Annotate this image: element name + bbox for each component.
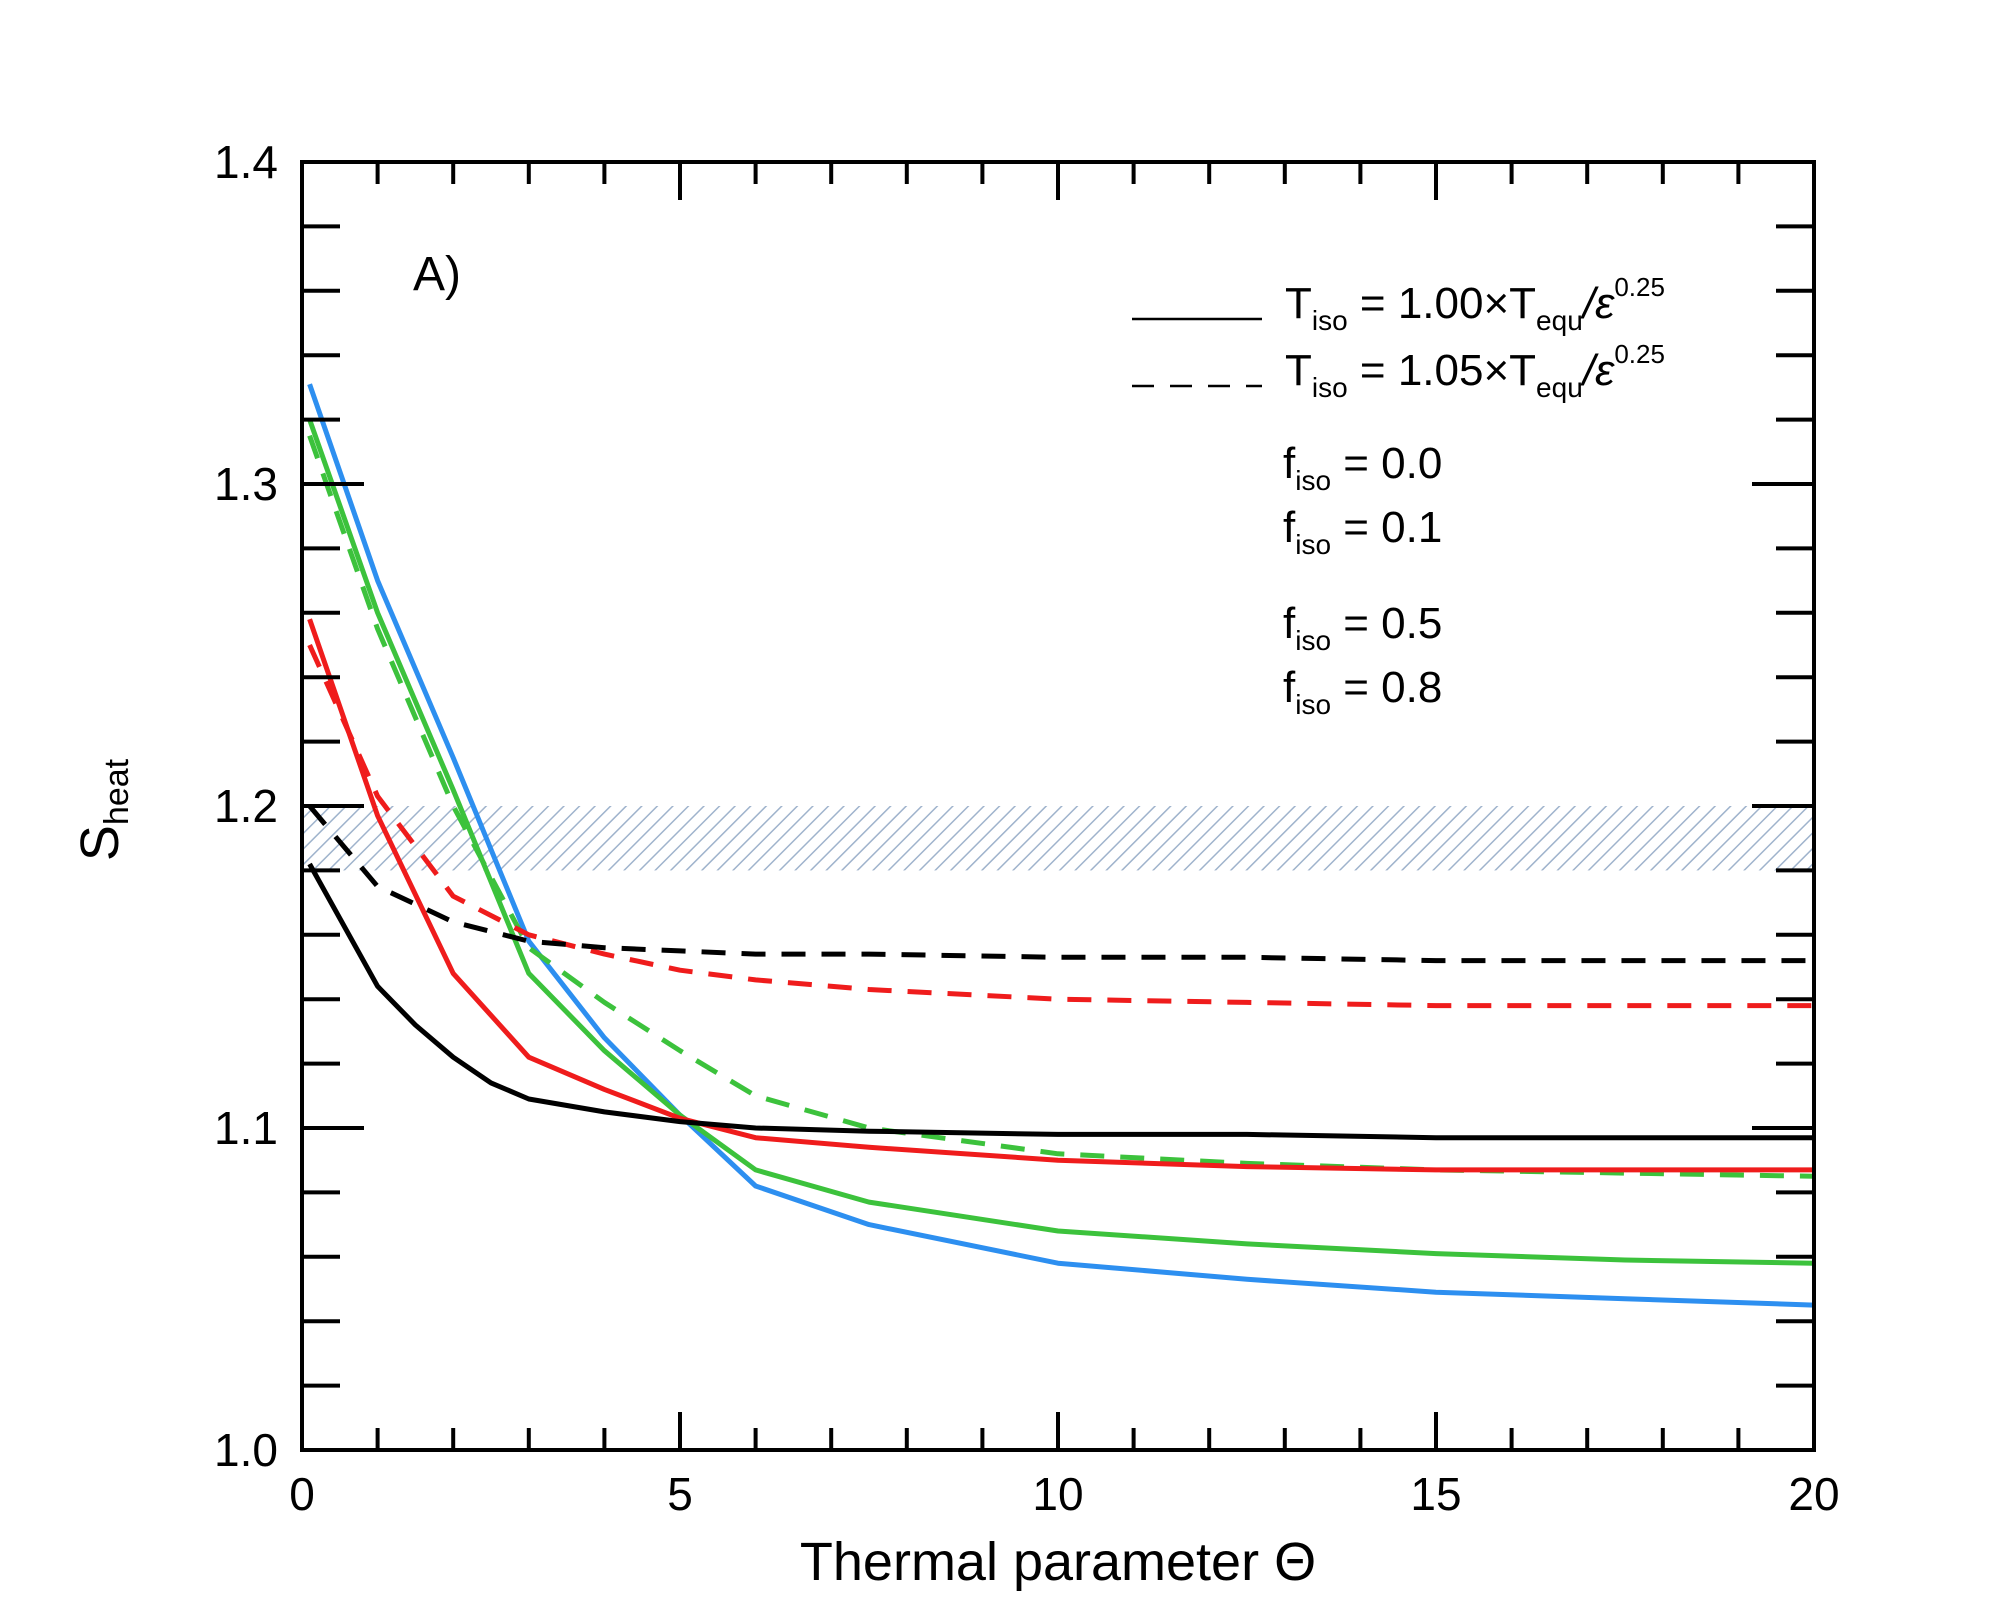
legend-fiso-3-f: f	[1283, 663, 1296, 712]
legend-solid-iso: iso	[1312, 305, 1348, 336]
legend-fiso-1-f: f	[1283, 503, 1296, 552]
legend-dashed-rest: = 1.05×T	[1348, 346, 1536, 395]
y-tick-label-2: 1.2	[214, 780, 278, 832]
tick-labels-layer: 0 5 10 15 20 1.0 1.1 1.2 1.3 1.4	[214, 136, 1840, 1520]
legend-solid-slash-eps: /ε	[1580, 279, 1615, 328]
x-tick-label-2: 10	[1032, 1468, 1083, 1520]
legend-dashed-T: T	[1285, 346, 1312, 395]
legend-fiso-0: fiso = 0.0	[1283, 439, 1442, 496]
x-tick-label-4: 20	[1788, 1468, 1839, 1520]
x-axis-title: Thermal parameter Θ	[800, 1532, 1316, 1592]
legend-fiso-0-value: = 0.0	[1331, 439, 1442, 488]
legend-solid-T: T	[1285, 279, 1312, 328]
color-legend: fiso = 0.0 fiso = 0.1 fiso = 0.5 fiso = …	[1283, 439, 1442, 720]
shaded-band	[302, 806, 1814, 871]
y-axis-title-main: S	[70, 825, 130, 861]
x-tick-label-3: 15	[1410, 1468, 1461, 1520]
y-tick-label-4: 1.4	[214, 136, 278, 188]
ticks-layer	[300, 160, 1816, 1452]
legend-dashed-power: 0.25	[1614, 339, 1665, 369]
legend-fiso-1: fiso = 0.1	[1283, 503, 1442, 560]
x-tick-label-1: 5	[667, 1468, 693, 1520]
series-line-1	[307, 418, 1814, 1266]
legend-fiso-0-f: f	[1283, 439, 1296, 488]
legend-solid-rest: = 1.00×T	[1348, 279, 1536, 328]
x-tick-label-0: 0	[289, 1468, 315, 1520]
y-tick-label-3: 1.3	[214, 458, 278, 510]
legend-fiso-2-sub: iso	[1295, 625, 1331, 656]
legend-fiso-0-sub: iso	[1295, 465, 1331, 496]
series-layer	[307, 383, 1814, 1308]
legend-fiso-1-value: = 0.1	[1331, 503, 1442, 552]
legend-solid-power: 0.25	[1614, 272, 1665, 302]
legend-fiso-2: fiso = 0.5	[1283, 599, 1442, 656]
legend-fiso-2-value: = 0.5	[1331, 599, 1442, 648]
y-tick-label-1: 1.1	[214, 1102, 278, 1154]
legend-dashed-iso: iso	[1312, 372, 1348, 403]
y-axis-title-sub: heat	[98, 758, 136, 825]
legend-dashed-label: Tiso = 1.05×Tequ/ε0.25	[1285, 339, 1665, 403]
legend-solid-equ: equ	[1536, 305, 1583, 336]
legend-fiso-3-value: = 0.8	[1331, 663, 1442, 712]
panel-label: A)	[413, 248, 461, 301]
legend-fiso-3: fiso = 0.8	[1283, 663, 1442, 720]
line-style-legend: Tiso = 1.00×Tequ/ε0.25 Tiso = 1.05×Tequ/…	[1132, 272, 1665, 403]
series-line-0	[307, 383, 1814, 1308]
series-line-3	[307, 618, 1814, 1173]
series-line-4	[307, 643, 1814, 1009]
y-axis-title: Sheat	[70, 758, 136, 861]
legend-dashed-slash-eps: /ε	[1580, 346, 1615, 395]
series-line-5	[307, 862, 1814, 1141]
legend-solid-label: Tiso = 1.00×Tequ/ε0.25	[1285, 272, 1665, 336]
y-tick-label-0: 1.0	[214, 1424, 278, 1476]
legend-fiso-2-f: f	[1283, 599, 1296, 648]
legend-dashed-equ: equ	[1536, 372, 1583, 403]
series-line-6	[307, 804, 1814, 964]
legend-fiso-1-sub: iso	[1295, 529, 1331, 560]
legend-fiso-3-sub: iso	[1295, 689, 1331, 720]
